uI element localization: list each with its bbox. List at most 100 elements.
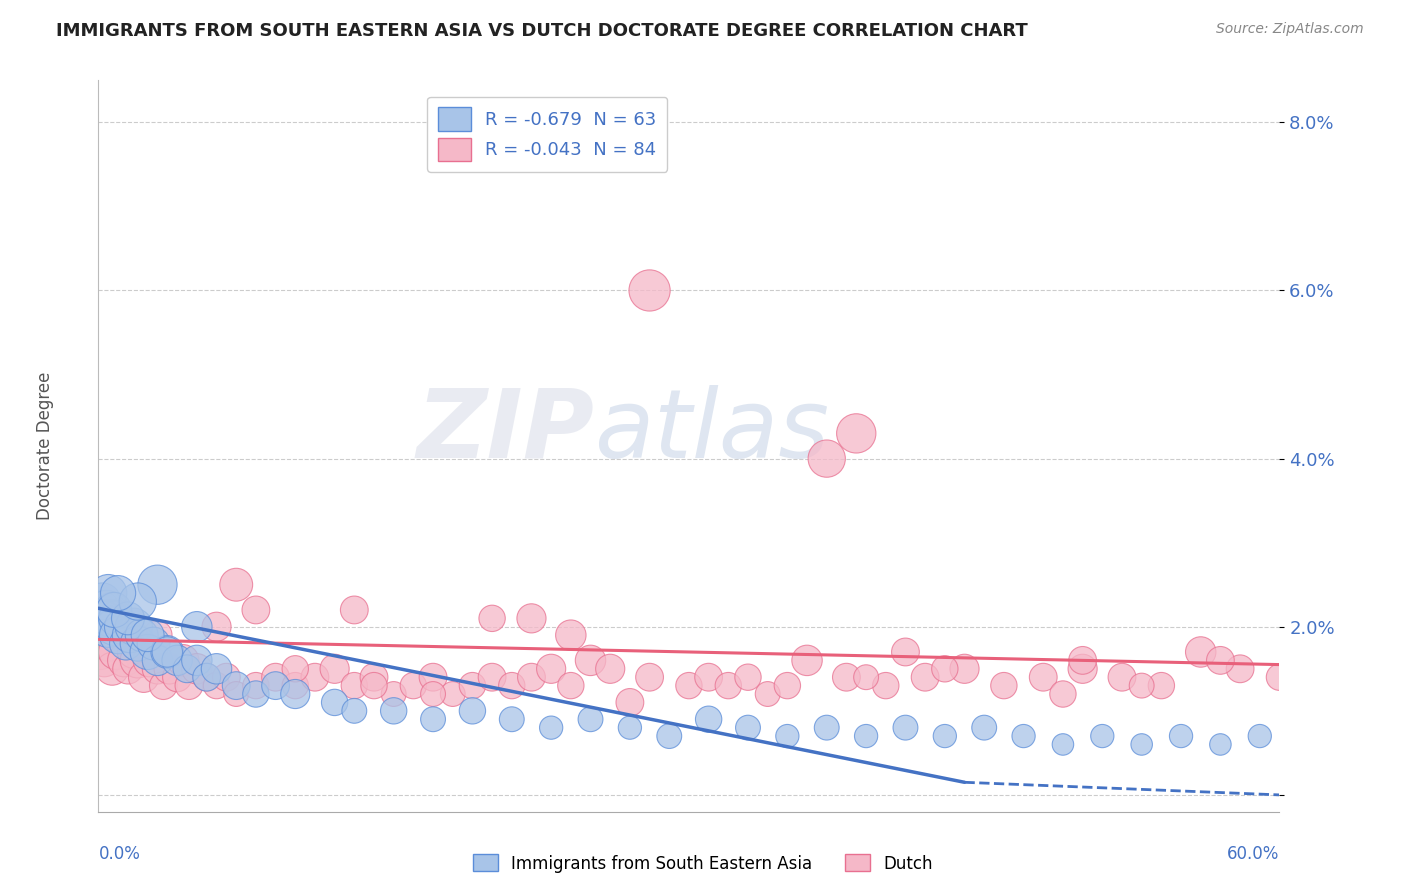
Point bbox=[579, 712, 602, 726]
Point bbox=[560, 628, 582, 642]
Point bbox=[756, 687, 779, 701]
Point bbox=[284, 687, 307, 701]
Point bbox=[107, 586, 129, 600]
Point bbox=[1189, 645, 1212, 659]
Point bbox=[845, 426, 868, 441]
Point bbox=[186, 620, 208, 634]
Point bbox=[855, 670, 877, 684]
Point bbox=[343, 603, 366, 617]
Point bbox=[599, 662, 621, 676]
Point bbox=[1091, 729, 1114, 743]
Point bbox=[111, 620, 134, 634]
Text: atlas: atlas bbox=[595, 384, 830, 478]
Text: 60.0%: 60.0% bbox=[1227, 845, 1279, 863]
Point bbox=[93, 611, 115, 625]
Point bbox=[117, 611, 139, 625]
Point bbox=[461, 704, 484, 718]
Point bbox=[579, 653, 602, 667]
Point bbox=[501, 712, 523, 726]
Point bbox=[323, 695, 346, 709]
Point bbox=[146, 578, 169, 592]
Point bbox=[138, 653, 160, 667]
Point bbox=[441, 687, 464, 701]
Point bbox=[136, 628, 159, 642]
Point bbox=[127, 636, 149, 650]
Point bbox=[481, 611, 503, 625]
Point bbox=[146, 653, 169, 667]
Text: ZIP: ZIP bbox=[416, 384, 595, 478]
Point bbox=[127, 653, 149, 667]
Point bbox=[97, 636, 120, 650]
Point bbox=[131, 628, 153, 642]
Point bbox=[97, 620, 120, 634]
Point bbox=[894, 645, 917, 659]
Point bbox=[176, 662, 198, 676]
Point bbox=[520, 611, 543, 625]
Point bbox=[205, 662, 228, 676]
Point bbox=[1229, 662, 1251, 676]
Point bbox=[737, 721, 759, 735]
Point bbox=[89, 645, 111, 659]
Point bbox=[127, 594, 149, 608]
Point bbox=[1071, 662, 1094, 676]
Point bbox=[560, 679, 582, 693]
Point bbox=[172, 653, 194, 667]
Point bbox=[835, 670, 858, 684]
Point bbox=[117, 662, 139, 676]
Point bbox=[132, 670, 155, 684]
Point bbox=[93, 653, 115, 667]
Point bbox=[422, 670, 444, 684]
Point bbox=[1012, 729, 1035, 743]
Point bbox=[363, 679, 385, 693]
Point bbox=[101, 603, 124, 617]
Point bbox=[1209, 653, 1232, 667]
Point bbox=[796, 653, 818, 667]
Point bbox=[934, 662, 956, 676]
Point bbox=[245, 687, 267, 701]
Point bbox=[195, 670, 218, 684]
Point bbox=[1071, 653, 1094, 667]
Point bbox=[112, 653, 135, 667]
Point bbox=[363, 670, 385, 684]
Point bbox=[875, 679, 897, 693]
Point bbox=[678, 679, 700, 693]
Point bbox=[1130, 738, 1153, 752]
Point bbox=[136, 645, 159, 659]
Point bbox=[894, 721, 917, 735]
Point bbox=[697, 670, 720, 684]
Point bbox=[225, 578, 247, 592]
Point bbox=[461, 679, 484, 693]
Text: 0.0%: 0.0% bbox=[98, 845, 141, 863]
Point bbox=[402, 679, 425, 693]
Point bbox=[205, 679, 228, 693]
Point bbox=[520, 670, 543, 684]
Point bbox=[284, 679, 307, 693]
Point bbox=[382, 687, 405, 701]
Point bbox=[146, 662, 169, 676]
Point bbox=[914, 670, 936, 684]
Point bbox=[619, 721, 641, 735]
Point bbox=[776, 729, 799, 743]
Point bbox=[1032, 670, 1054, 684]
Text: IMMIGRANTS FROM SOUTH EASTERN ASIA VS DUTCH DOCTORATE DEGREE CORRELATION CHART: IMMIGRANTS FROM SOUTH EASTERN ASIA VS DU… bbox=[56, 22, 1028, 40]
Point bbox=[481, 670, 503, 684]
Point bbox=[91, 594, 114, 608]
Point bbox=[118, 628, 141, 642]
Point bbox=[105, 611, 128, 625]
Point bbox=[638, 670, 661, 684]
Point bbox=[146, 628, 169, 642]
Point bbox=[776, 679, 799, 693]
Point bbox=[108, 628, 131, 642]
Text: Source: ZipAtlas.com: Source: ZipAtlas.com bbox=[1216, 22, 1364, 37]
Point bbox=[195, 670, 218, 684]
Point bbox=[96, 603, 118, 617]
Point bbox=[855, 729, 877, 743]
Point bbox=[205, 620, 228, 634]
Point bbox=[142, 636, 165, 650]
Point bbox=[343, 704, 366, 718]
Point bbox=[245, 679, 267, 693]
Point bbox=[1052, 738, 1074, 752]
Point bbox=[382, 704, 405, 718]
Point bbox=[152, 679, 174, 693]
Point bbox=[156, 645, 179, 659]
